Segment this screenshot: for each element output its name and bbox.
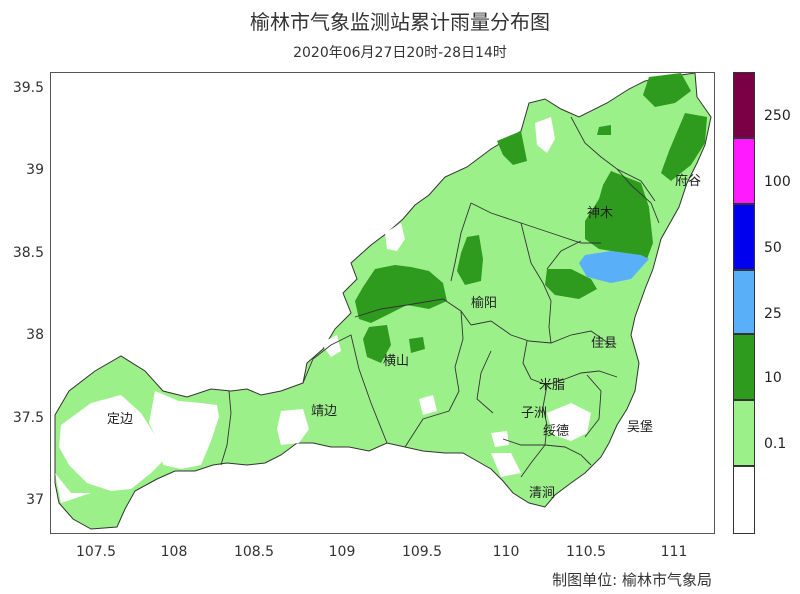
credit-text: 制图单位: 榆林市气象局	[552, 571, 712, 589]
x-tick-label: 108	[160, 544, 188, 560]
rain-10-25	[643, 73, 691, 107]
x-tick-label: 109	[328, 544, 356, 560]
legend-label: 50	[764, 240, 782, 256]
no-rain-area	[419, 395, 437, 415]
county-boundary	[470, 202, 601, 244]
legend-label: 100	[764, 174, 791, 190]
x-tick-label: 107.5	[75, 544, 117, 560]
no-rain-area	[149, 391, 219, 469]
county-boundary	[520, 222, 552, 344]
legend-swatch-100	[733, 138, 755, 204]
city-label-shenmu: 神木	[587, 206, 613, 221]
rain-10-25	[355, 265, 447, 323]
city-label-jiaxian: 佳县	[591, 336, 617, 351]
city-label-qingjian: 清涧	[529, 486, 555, 501]
no-rain-area	[385, 223, 405, 251]
county-boundary	[476, 350, 494, 414]
map-frame: 府谷 神木 榆阳 佳县 横山 米脂 靖边 子洲 定边 绥德 吴堡 清涧	[50, 72, 715, 534]
map-subtitle: 2020年06月27日20时-28日14时	[293, 45, 507, 61]
rain-10-25	[409, 337, 425, 353]
no-rain-area	[277, 409, 309, 445]
city-label-jingbian: 靖边	[311, 404, 337, 419]
county-boundary	[616, 168, 660, 224]
rain-10-25	[457, 235, 483, 285]
x-tick-label: 108.5	[233, 544, 275, 560]
county-boundary	[570, 116, 656, 202]
county-boundary	[584, 374, 602, 438]
no-rain-area	[55, 473, 91, 503]
city-label-yuyang: 榆阳	[471, 296, 497, 311]
county-boundary	[450, 202, 472, 282]
county-boundary	[404, 310, 464, 448]
city-label-zizhou: 子洲	[521, 406, 547, 421]
city-label-wubao: 吴堡	[627, 419, 653, 435]
map-title: 榆林市气象监测站累计雨量分布图	[250, 10, 550, 34]
county-boundary	[522, 340, 618, 386]
legend-label: 250	[764, 108, 791, 124]
rain-25-50	[579, 251, 649, 283]
county-boundary	[470, 320, 612, 346]
y-tick-label: 38.5	[12, 245, 44, 261]
no-rain-area	[59, 395, 171, 491]
rain-10-25	[597, 125, 611, 135]
city-label-hengshan: 横山	[383, 354, 409, 369]
x-tick-label: 111	[660, 544, 688, 560]
county-boundary	[502, 438, 592, 466]
county-boundary	[546, 240, 582, 270]
no-rain-area	[491, 431, 509, 447]
y-tick-label: 38	[26, 327, 44, 343]
no-rain-area	[547, 403, 591, 441]
city-label-suide: 绥德	[543, 424, 569, 439]
city-label-fugu: 府谷	[675, 174, 701, 189]
rain-10-25	[545, 269, 597, 299]
county-boundary	[220, 390, 232, 466]
county-boundary	[520, 384, 548, 478]
rain-10-25	[661, 113, 707, 181]
legend-swatch-50	[733, 204, 755, 270]
legend-swatch-none	[733, 466, 755, 534]
county-boundary	[354, 298, 472, 326]
legend-label: 0.1	[764, 436, 787, 452]
legend-swatch-0-1	[733, 400, 755, 466]
city-label-mizhi: 米脂	[539, 378, 565, 393]
legend-label: 25	[764, 306, 782, 322]
rainfall-map: 府谷 神木 榆阳 佳县 横山 米脂 靖边 子洲 定边 绥德 吴堡 清涧	[54, 72, 712, 530]
legend-label: 10	[764, 370, 782, 386]
rain-10-25	[497, 131, 527, 165]
x-tick-label: 110.5	[565, 544, 607, 560]
city-label-dingbian: 定边	[107, 412, 133, 427]
legend-swatch-250	[733, 72, 755, 138]
county-boundary	[302, 334, 388, 444]
no-rain-area	[535, 117, 555, 153]
rain-10-25	[585, 171, 653, 259]
y-tick-label: 37.5	[12, 410, 44, 426]
no-rain-area	[321, 335, 341, 357]
legend-swatch-25	[733, 270, 755, 334]
y-tick-label: 39	[26, 162, 44, 178]
rain-10-25	[363, 325, 391, 363]
x-tick-label: 110	[492, 544, 520, 560]
county-boundaries	[220, 116, 660, 478]
legend-swatch-10	[733, 334, 755, 400]
y-tick-label: 39.5	[12, 80, 44, 96]
no-rain-area	[491, 453, 521, 477]
y-tick-label: 37	[26, 492, 44, 508]
x-tick-label: 109.5	[401, 544, 443, 560]
